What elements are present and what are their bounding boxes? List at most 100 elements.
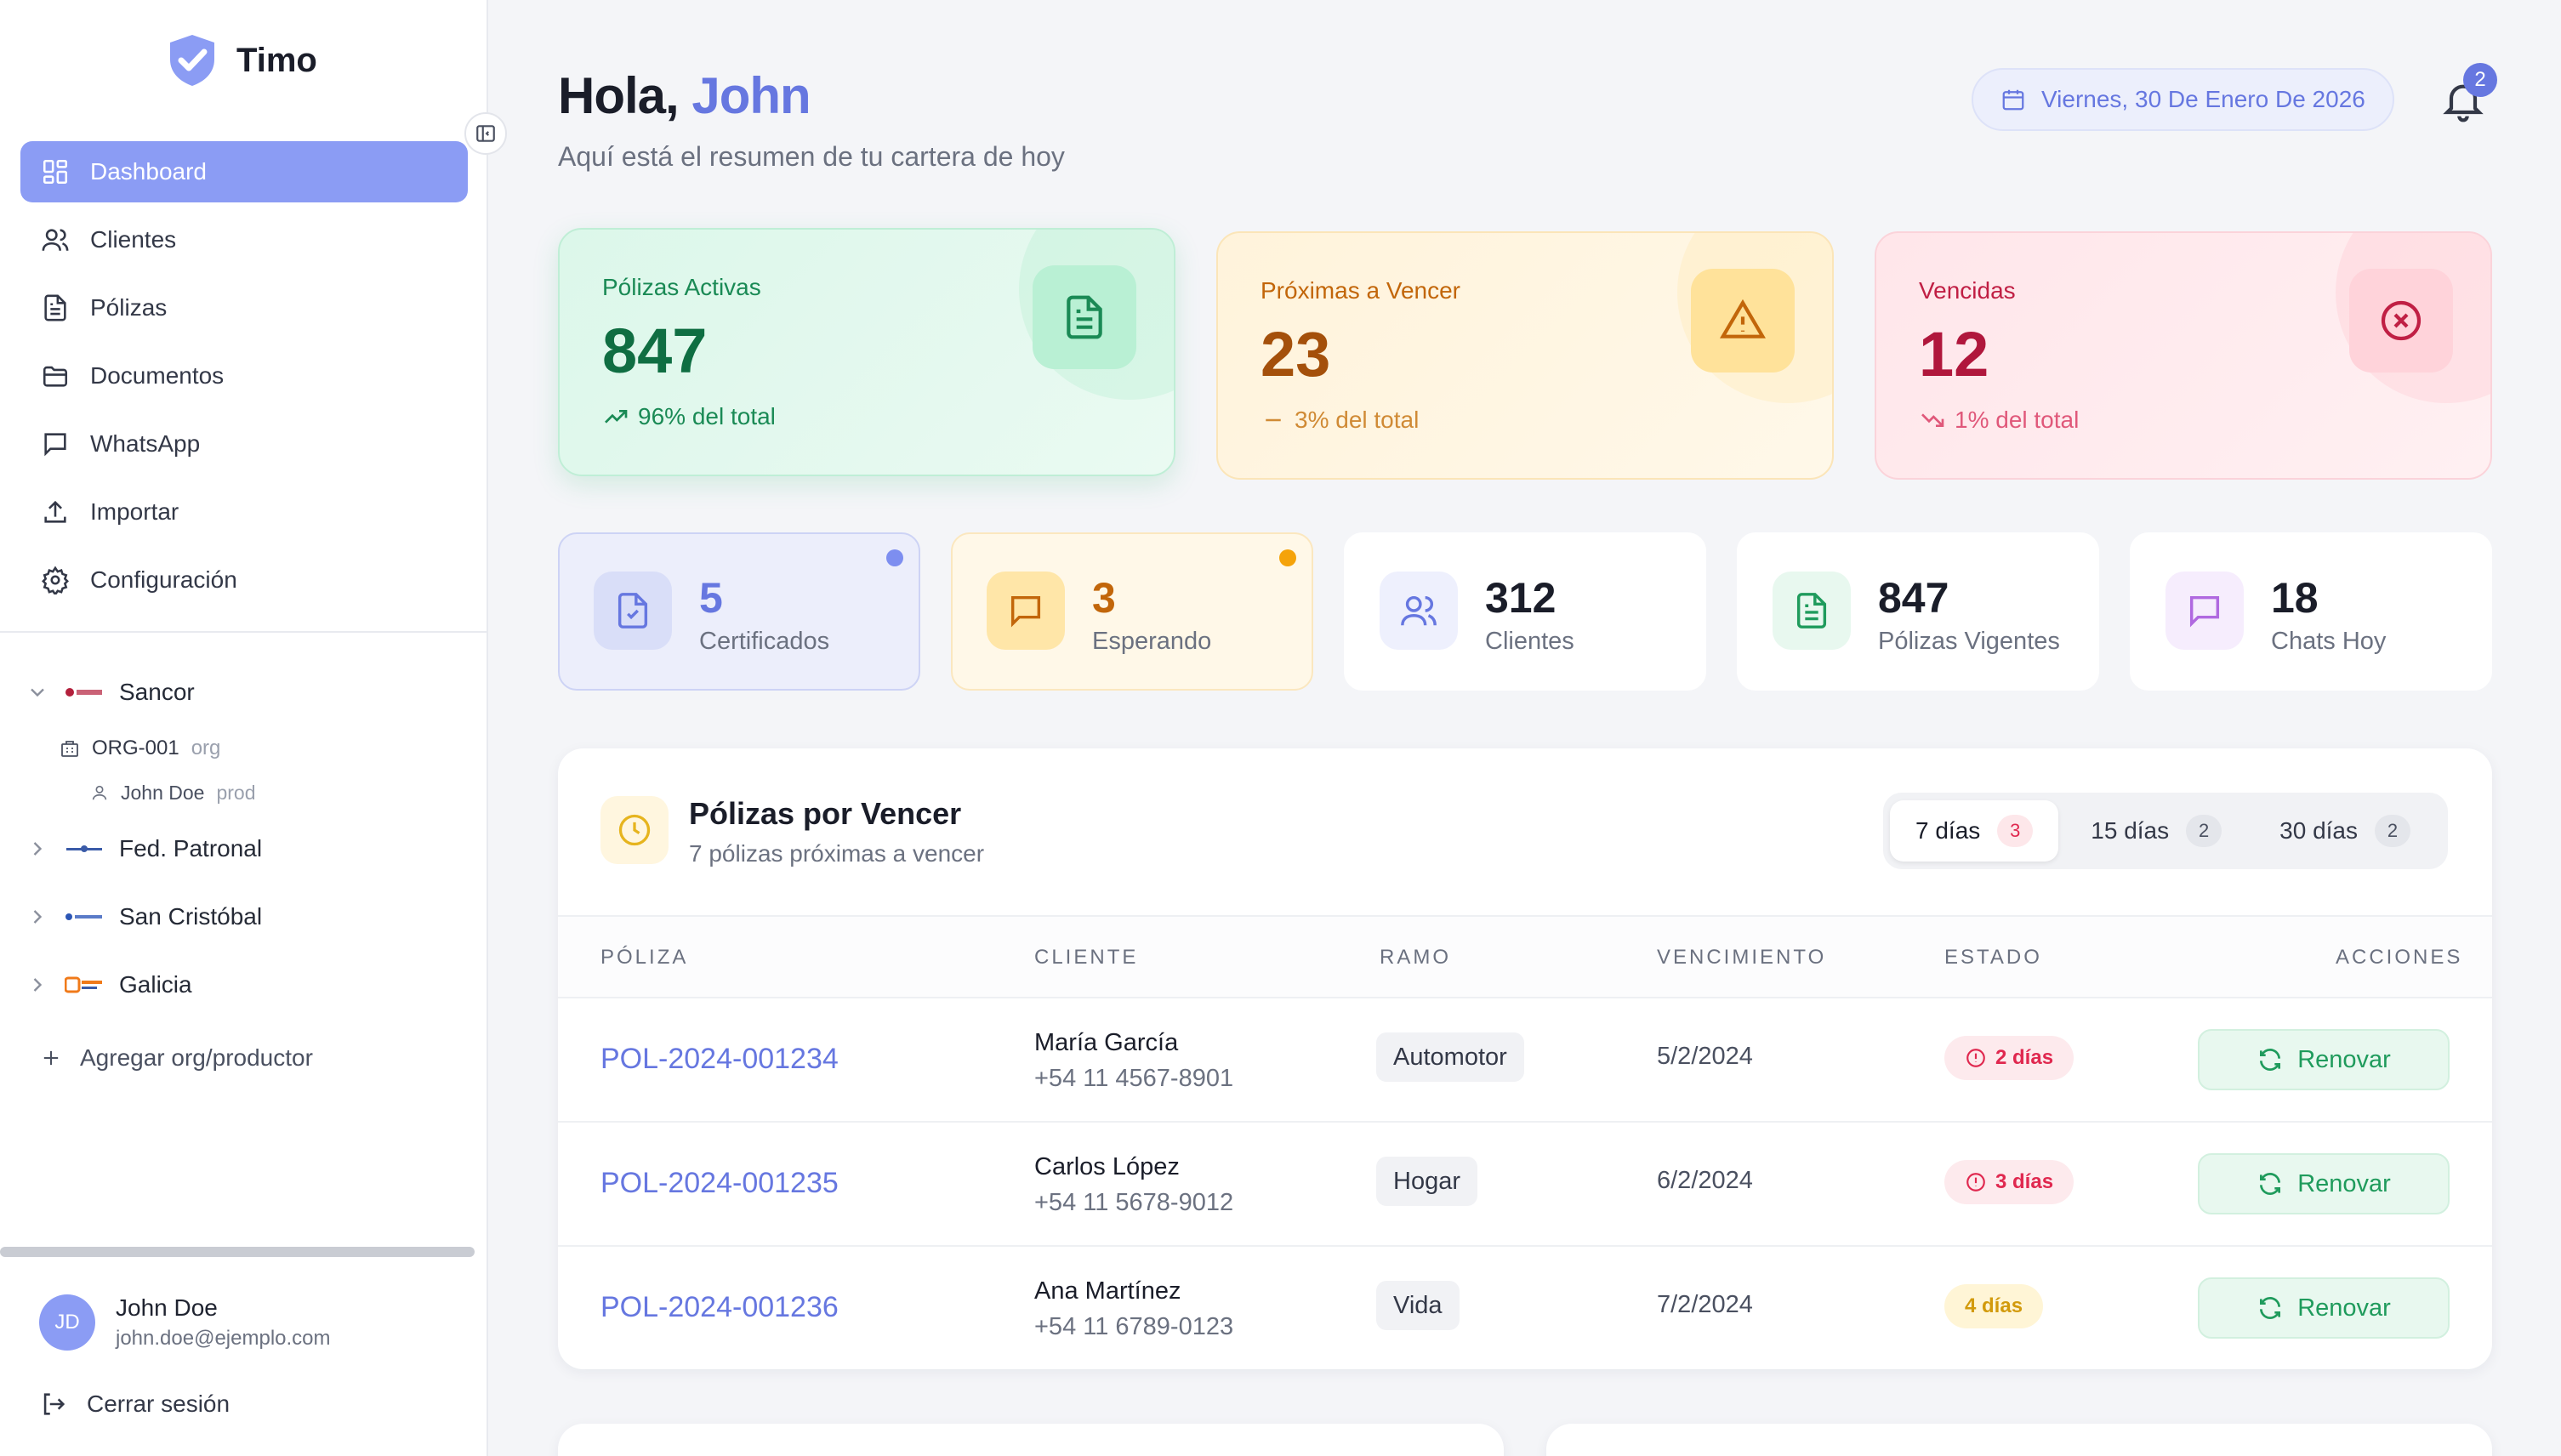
renew-button[interactable]: Renovar [2198, 1277, 2450, 1339]
chevron-right-icon[interactable] [26, 973, 49, 997]
document-icon [1067, 295, 1102, 339]
nav-item-whatsapp[interactable]: WhatsApp [20, 413, 468, 475]
nav-item-clientes[interactable]: Clientes [20, 209, 468, 270]
stat-icon-box [1691, 269, 1795, 373]
nav-label: Pólizas [90, 294, 168, 321]
renew-button[interactable]: Renovar [2198, 1029, 2450, 1090]
column-header[interactable]: RAMO [1380, 946, 1451, 969]
renew-button[interactable]: Renovar [2198, 1153, 2450, 1214]
column-header[interactable]: VENCIMIENTO [1657, 946, 1827, 969]
policy-link[interactable]: POL-2024-001236 [600, 1291, 839, 1323]
mini-value: 3 [1092, 574, 1116, 622]
table-row[interactable]: POL-2024-001235 Carlos López +54 11 5678… [558, 1123, 2492, 1247]
nav-item-configuracion[interactable]: Configuración [20, 549, 468, 611]
mini-card-polizas-vigentes[interactable]: 847 Pólizas Vigentes [1737, 532, 2099, 691]
stat-foot-text: 3% del total [1295, 407, 1420, 433]
fed-patronal-logo [66, 845, 102, 852]
shield-check-icon [170, 35, 214, 86]
sidebar-scrollbar[interactable] [0, 1247, 475, 1257]
tab-30-dias[interactable]: 30 días 2 [2254, 800, 2436, 862]
user-email: john.doe@ejemplo.com [116, 1327, 331, 1350]
renew-label: Renovar [2297, 1045, 2391, 1073]
stat-card-active[interactable]: Pólizas Activas 847 96% del total [558, 228, 1175, 476]
stat-icon-box [2349, 269, 2453, 373]
org-item-galicia[interactable]: Galicia [26, 951, 468, 1019]
column-header: ACCIONES [2336, 946, 2463, 969]
notification-badge: 2 [2463, 63, 2497, 97]
mini-icon-box [1773, 572, 1851, 650]
nav-item-documentos[interactable]: Documentos [20, 345, 468, 407]
sancor-logo [65, 688, 102, 697]
logout-button[interactable]: Cerrar sesión [39, 1390, 230, 1419]
stat-label: Vencidas [1919, 277, 2016, 304]
mini-card-esperando[interactable]: 3 Esperando [951, 532, 1313, 691]
table-row[interactable]: POL-2024-001236 Ana Martínez +54 11 6789… [558, 1247, 2492, 1369]
users-icon [42, 229, 69, 251]
nav-item-dashboard[interactable]: Dashboard [20, 141, 468, 202]
mini-label: Esperando [1092, 628, 1212, 655]
mini-card-chats-hoy[interactable]: 18 Chats Hoy [2130, 532, 2492, 691]
mini-card-clientes[interactable]: 312 Clientes [1344, 532, 1706, 691]
add-org-button[interactable]: Agregar org/productor [39, 1044, 313, 1072]
mini-icon-box [1380, 572, 1458, 650]
ramo-badge: Vida [1376, 1281, 1460, 1330]
tab-7-dias[interactable]: 7 días 3 [1890, 800, 2059, 862]
stat-card-expiring[interactable]: Próximas a Vencer 23 3% del total [1216, 231, 1834, 480]
stat-card-expired[interactable]: Vencidas 12 1% del total [1875, 231, 2492, 480]
stat-foot-text: 96% del total [638, 403, 776, 429]
table-header: PÓLIZA CLIENTE RAMO VENCIMIENTO ESTADO A… [558, 915, 2492, 998]
tab-count: 3 [1997, 815, 2034, 847]
person-icon [92, 785, 107, 800]
nav-label: WhatsApp [90, 430, 201, 457]
org-name: Sancor [119, 679, 195, 705]
mini-label: Certificados [699, 628, 830, 655]
table-row[interactable]: POL-2024-001234 María García +54 11 4567… [558, 998, 2492, 1123]
chevron-right-icon[interactable] [26, 837, 49, 861]
mini-card-certificados[interactable]: 5 Certificados [558, 532, 920, 691]
org-child-row[interactable]: ORG-001 org [26, 726, 468, 771]
nav-item-importar[interactable]: Importar [20, 481, 468, 543]
stat-value: 12 [1919, 319, 1989, 390]
org-code: ORG-001 [92, 737, 179, 759]
date-pill[interactable]: Viernes, 30 De Enero De 2026 [1972, 68, 2394, 131]
sidebar-collapse-button[interactable] [464, 112, 507, 155]
ramo-badge: Hogar [1376, 1157, 1477, 1206]
brand[interactable]: Timo [165, 32, 317, 88]
page-title: Hola, John [558, 66, 811, 125]
warning-icon [1719, 299, 1767, 338]
client-phone: +54 11 6789-0123 [1034, 1313, 1234, 1340]
sidebar-divider [0, 631, 488, 633]
org-item-sancor[interactable]: Sancor [26, 658, 468, 726]
renew-label: Renovar [2297, 1294, 2391, 1322]
stat-foot: 96% del total [602, 403, 776, 430]
org-name: San Cristóbal [119, 903, 263, 930]
policy-link[interactable]: POL-2024-001235 [600, 1167, 839, 1199]
document-icon [44, 294, 66, 321]
panel-icon-box [600, 796, 669, 864]
client-phone: +54 11 5678-9012 [1034, 1189, 1234, 1216]
client-name: María García [1034, 1029, 1179, 1056]
org-item-san-cristobal[interactable]: San Cristóbal [26, 883, 468, 951]
tab-count: 2 [2186, 815, 2222, 847]
nav-item-polizas[interactable]: Pólizas [20, 277, 468, 338]
stat-value: 23 [1261, 319, 1331, 390]
producer-child-row[interactable]: John Doe prod [26, 771, 468, 815]
policy-link[interactable]: POL-2024-001234 [600, 1043, 839, 1075]
column-header[interactable]: PÓLIZA [600, 946, 689, 969]
user-profile[interactable]: JD John Doe john.doe@ejemplo.com [39, 1294, 331, 1351]
galicia-logo [65, 976, 102, 993]
tab-15-dias[interactable]: 15 días 2 [2065, 800, 2247, 862]
chevron-right-icon[interactable] [26, 905, 49, 929]
indicator-dot [886, 549, 903, 566]
nav-label: Dashboard [90, 158, 207, 185]
logout-icon [43, 1393, 65, 1415]
logout-label: Cerrar sesión [87, 1391, 230, 1417]
alert-circle-icon [1966, 1049, 1985, 1067]
status-text: 4 días [1965, 1294, 2023, 1317]
refresh-icon [2260, 1297, 2281, 1319]
chevron-down-icon[interactable] [26, 680, 49, 704]
org-item-fed-patronal[interactable]: Fed. Patronal [26, 815, 468, 883]
column-header[interactable]: ESTADO [1944, 946, 2042, 969]
x-circle-icon [2381, 300, 2422, 341]
column-header[interactable]: CLIENTE [1034, 946, 1139, 969]
